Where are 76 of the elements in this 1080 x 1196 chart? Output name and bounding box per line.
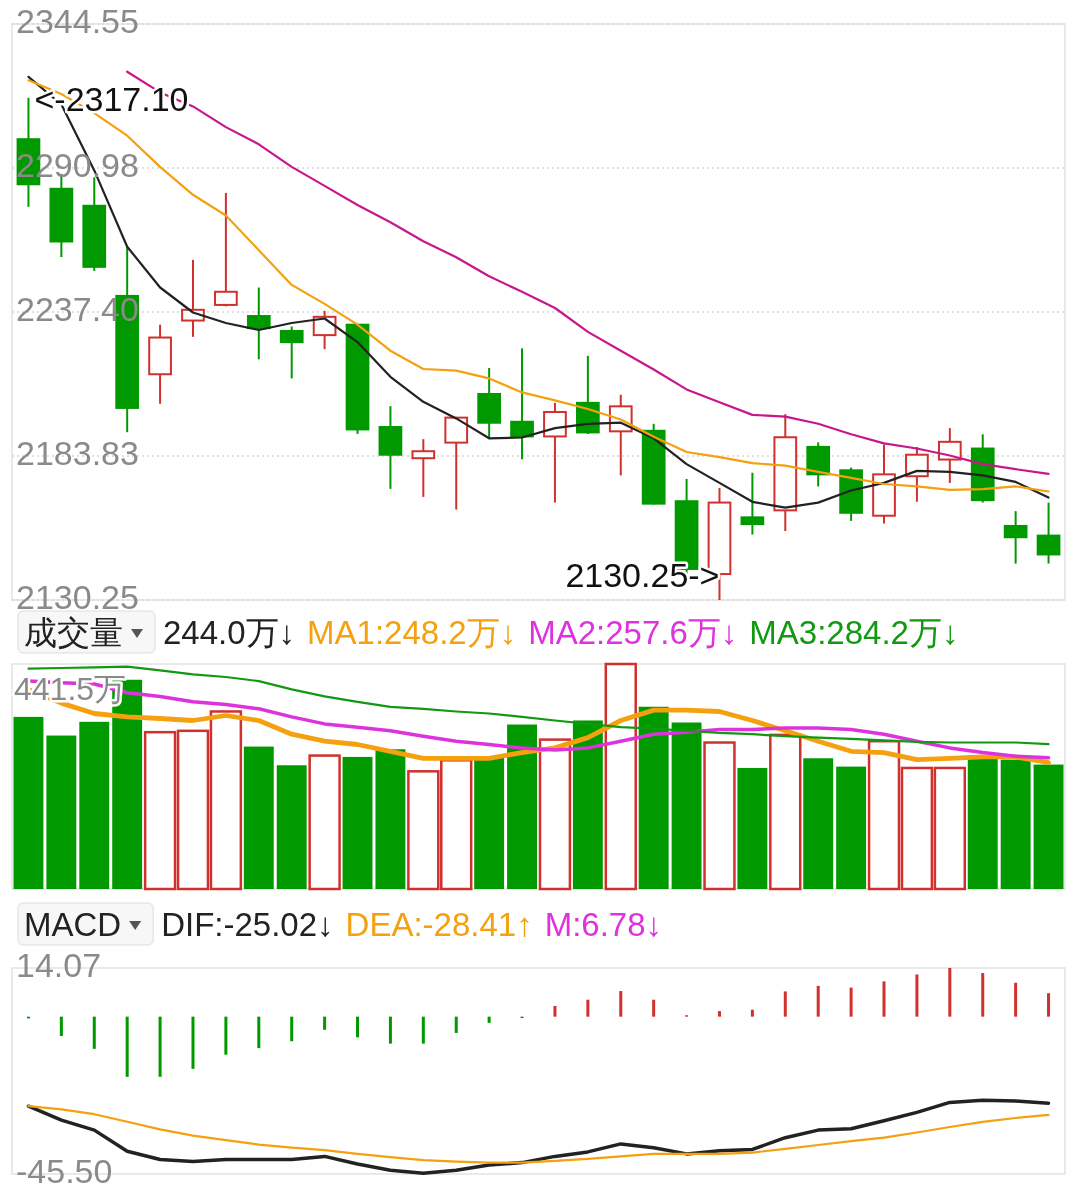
candlestick [246, 286, 271, 361]
bar [803, 758, 834, 889]
bar [882, 981, 886, 1017]
candlestick [1003, 510, 1028, 565]
bar [553, 1005, 557, 1017]
bar [604, 662, 637, 891]
candlestick [411, 438, 436, 498]
candlestick [937, 427, 962, 484]
bar [79, 721, 110, 889]
bar [769, 733, 802, 891]
y-tick-label: -45.50 [16, 1151, 113, 1190]
bar [717, 1011, 721, 1017]
bar [92, 1016, 96, 1049]
bar [1033, 764, 1064, 889]
bar [1014, 982, 1018, 1017]
y-tick-label: 2183.83 [16, 433, 139, 472]
bar [323, 1016, 327, 1030]
bar [816, 985, 820, 1017]
bar [474, 756, 505, 889]
text: DIF:-25.02↓ [161, 906, 334, 943]
bar [375, 749, 406, 889]
bar [915, 974, 919, 1017]
bar [1047, 993, 1051, 1017]
bar [572, 720, 603, 889]
bar [59, 1016, 63, 1037]
bar [13, 716, 44, 889]
bar [737, 767, 768, 889]
annotation: 2130.25-> [565, 555, 720, 594]
bar [507, 724, 537, 889]
bar [421, 1016, 425, 1044]
text: MA1:248.2万↓ [307, 614, 517, 651]
bar [671, 722, 702, 889]
bar [849, 987, 853, 1017]
bar [276, 765, 307, 889]
bar [308, 754, 341, 891]
bar [586, 999, 590, 1017]
bar [948, 968, 952, 1017]
text: MA2:257.6万↓ [528, 614, 738, 651]
bar [158, 1016, 162, 1077]
bar [487, 1016, 491, 1023]
bar [46, 735, 77, 889]
candlestick [510, 347, 534, 461]
bar [290, 1016, 294, 1042]
chart-subtitle: 244.0万↓ [163, 614, 296, 651]
bar [243, 746, 274, 889]
bar [783, 991, 787, 1017]
y-tick-label: 2130.25 [16, 577, 139, 616]
candlestick [181, 258, 205, 338]
bar [125, 1016, 129, 1077]
bar [638, 706, 669, 889]
candlestick [1036, 501, 1061, 565]
bar [750, 1009, 754, 1017]
bar [257, 1016, 261, 1049]
series-label: M:6.78↓ [544, 906, 663, 943]
bar [703, 741, 736, 891]
candlestick [905, 445, 929, 503]
bar [981, 973, 985, 1017]
bar [224, 1016, 228, 1055]
bar [836, 766, 867, 889]
bar [356, 1016, 360, 1038]
bar [619, 991, 623, 1017]
text: DEA:-28.41↑ [345, 906, 533, 943]
candlestick [740, 471, 765, 536]
candlestick [279, 325, 304, 380]
text: MA3:284.2万↓ [749, 614, 959, 651]
chart-title: 成交量 [24, 614, 123, 651]
y-tick-label: 14.07 [16, 945, 102, 984]
chart-title: MACD [24, 906, 122, 943]
bar [388, 1016, 392, 1044]
candlestick [214, 191, 238, 308]
bar [1000, 759, 1031, 889]
y-tick-label: 2344.55 [16, 1, 139, 40]
bar [454, 1016, 458, 1033]
bar [342, 756, 373, 889]
bar [191, 1016, 195, 1069]
bar [652, 999, 656, 1017]
